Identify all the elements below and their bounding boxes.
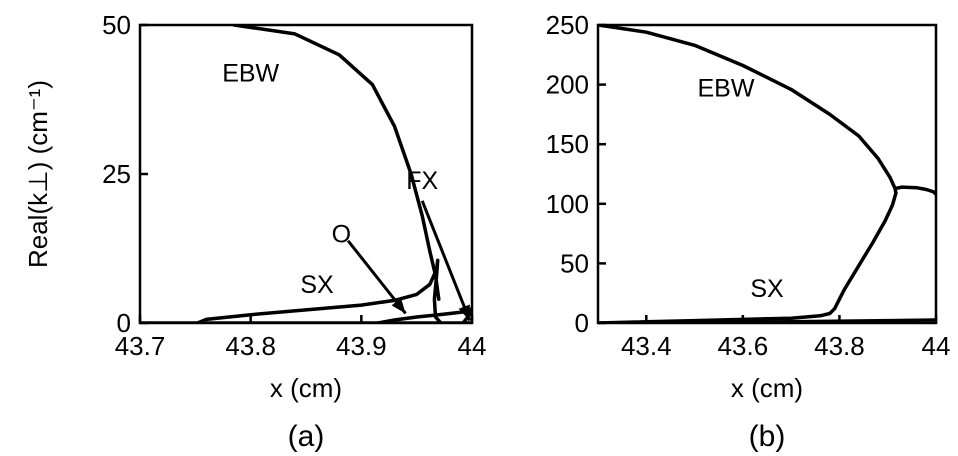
chart-a-y-tick-label: 0 bbox=[117, 308, 131, 338]
chart-b-x-axis-label: x (cm) bbox=[731, 373, 803, 403]
chart-a-annotation-sx: SX bbox=[300, 271, 334, 299]
chart-a-y-axis-label: Real(k⊥) (cm⁻¹) bbox=[23, 80, 53, 268]
chart-b-x-tick-label: 43.8 bbox=[814, 331, 865, 361]
chart-a-series-line-2 bbox=[376, 309, 472, 323]
chart-b-series-line-2 bbox=[894, 185, 936, 197]
chart-b-annotation-ebw: EBW bbox=[697, 75, 754, 103]
chart-a-series-line-1 bbox=[195, 258, 443, 323]
chart-b-series-line-3 bbox=[598, 318, 936, 323]
chart-a-arrow-head-1 bbox=[391, 297, 406, 314]
chart-b-y-tick-label: 50 bbox=[560, 248, 589, 278]
chart-a-panel-label: (a) bbox=[288, 420, 325, 453]
chart-b-y-tick-label: 100 bbox=[546, 189, 589, 219]
chart-a: 43.7 43.8 43.9 44 0 25 50 EBW FX O SX x (cm) Real(… bbox=[23, 10, 486, 453]
chart-a-x-tick-label: 43.8 bbox=[225, 331, 276, 361]
chart-b-x-tick-label: 43.6 bbox=[718, 331, 769, 361]
chart-b-y-tick-label: 0 bbox=[575, 308, 589, 338]
chart-a-series-line-0 bbox=[232, 25, 441, 301]
chart-a-annotation-ebw: EBW bbox=[222, 60, 279, 88]
chart-a-y-tick-label: 25 bbox=[102, 159, 131, 189]
chart-b-panel-label: (b) bbox=[749, 420, 786, 453]
chart-a-x-tick-label: 43.9 bbox=[336, 331, 387, 361]
chart-b-y-tick-label: 200 bbox=[546, 70, 589, 100]
chart-a-arrow-line-0 bbox=[420, 200, 472, 322]
chart-b: 43.4 43.6 43.8 44 0 50 100 150 200 250 EBW SX x (cm… bbox=[546, 10, 951, 453]
chart-a-annotation-o: O bbox=[332, 221, 351, 249]
chart-a-x-axis-label: x (cm) bbox=[270, 373, 342, 403]
chart-b-x-tick-label: 43.4 bbox=[621, 331, 672, 361]
chart-b-x-tick-label: 44 bbox=[922, 331, 951, 361]
chart-b-series-line-1 bbox=[598, 191, 898, 323]
chart-b-y-tick-label: 250 bbox=[546, 10, 589, 40]
chart-a-y-tick-label: 50 bbox=[102, 10, 131, 40]
chart-b-y-tick-label: 150 bbox=[546, 129, 589, 159]
chart-b-annotation-sx: SX bbox=[750, 275, 784, 303]
chart-a-arrow-line-1 bbox=[346, 239, 407, 315]
chart-b-series-line-0 bbox=[598, 25, 898, 195]
chart-a-annotation-fx: FX bbox=[406, 167, 438, 195]
chart-a-arrow-head-0 bbox=[458, 304, 470, 321]
chart-a-x-tick-label: 44 bbox=[458, 331, 487, 361]
chart-a-x-tick-label: 43.7 bbox=[115, 331, 166, 361]
